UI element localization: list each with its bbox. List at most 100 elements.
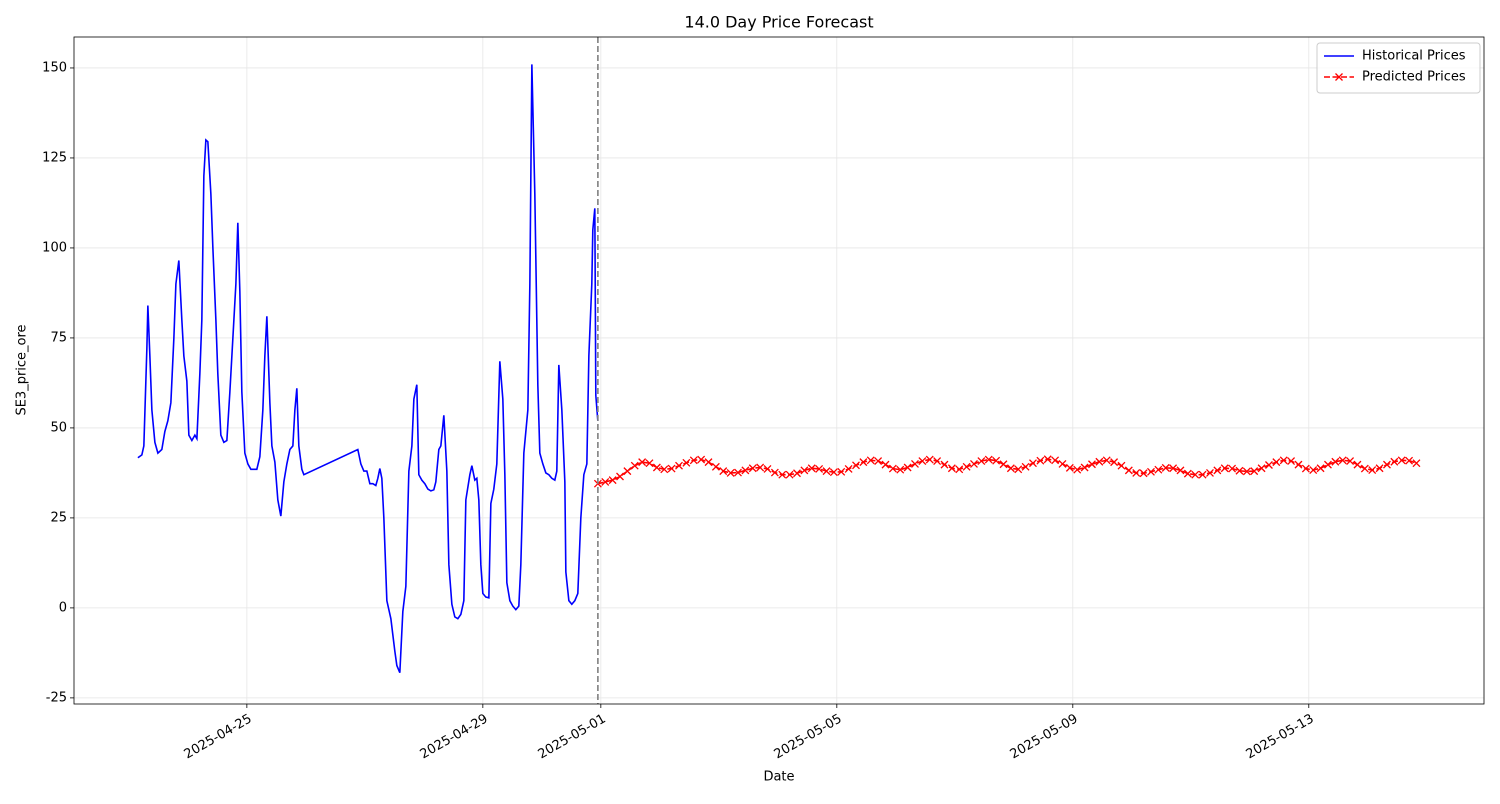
y-tick-label: 0 bbox=[59, 600, 67, 615]
point-marker bbox=[911, 459, 919, 468]
point-marker bbox=[1095, 457, 1104, 466]
point-marker bbox=[1161, 463, 1170, 472]
point-marker bbox=[984, 455, 993, 464]
point-marker bbox=[844, 464, 853, 473]
point-marker bbox=[1132, 468, 1141, 477]
point-marker bbox=[667, 464, 676, 473]
point-marker bbox=[1088, 460, 1096, 469]
point-marker bbox=[608, 476, 617, 485]
point-marker bbox=[1382, 460, 1391, 469]
point-marker bbox=[1014, 465, 1023, 474]
point-marker bbox=[1147, 467, 1155, 476]
point-marker bbox=[1154, 465, 1163, 474]
point-marker bbox=[1390, 457, 1399, 466]
legend-marker bbox=[1335, 73, 1343, 81]
point-marker bbox=[763, 464, 772, 473]
point-marker bbox=[1375, 464, 1384, 473]
point-marker bbox=[1006, 464, 1015, 473]
point-marker bbox=[623, 467, 632, 476]
point-marker bbox=[999, 460, 1008, 469]
point-marker bbox=[881, 460, 890, 469]
point-marker bbox=[1360, 464, 1369, 473]
point-marker bbox=[1110, 458, 1119, 467]
point-marker bbox=[1265, 461, 1273, 469]
y-tick-label: 25 bbox=[50, 510, 67, 525]
point-marker bbox=[793, 469, 801, 478]
point-marker bbox=[1102, 456, 1111, 465]
y-tick-label: 125 bbox=[42, 150, 67, 165]
series-line bbox=[137, 64, 599, 673]
point-marker bbox=[903, 463, 912, 472]
point-marker bbox=[734, 468, 742, 477]
point-marker bbox=[697, 455, 706, 464]
point-marker bbox=[1272, 458, 1281, 467]
point-marker bbox=[1412, 459, 1421, 468]
point-marker bbox=[785, 470, 794, 479]
point-marker bbox=[1294, 460, 1303, 469]
point-marker bbox=[1169, 464, 1178, 473]
point-marker bbox=[1242, 467, 1251, 476]
point-marker bbox=[675, 461, 683, 470]
y-tick-label: 50 bbox=[50, 420, 67, 435]
point-marker bbox=[741, 466, 750, 475]
point-marker bbox=[874, 457, 883, 465]
point-marker bbox=[1368, 466, 1377, 474]
point-marker bbox=[645, 459, 654, 468]
point-marker bbox=[947, 464, 956, 473]
y-tick-label: 100 bbox=[42, 240, 67, 255]
point-marker bbox=[1206, 468, 1214, 477]
point-marker bbox=[1021, 462, 1030, 471]
point-marker bbox=[1338, 456, 1347, 465]
axes-frame bbox=[73, 36, 1485, 705]
point-marker bbox=[933, 457, 942, 465]
point-marker bbox=[660, 465, 669, 474]
y-tick-label: 75 bbox=[50, 330, 67, 345]
point-marker bbox=[1257, 464, 1266, 473]
point-marker bbox=[748, 464, 757, 473]
point-marker bbox=[866, 456, 875, 465]
point-marker bbox=[1353, 460, 1362, 469]
point-marker bbox=[1029, 459, 1037, 468]
point-marker bbox=[1287, 457, 1296, 465]
point-marker bbox=[992, 456, 1001, 465]
point-marker bbox=[1309, 466, 1318, 474]
series-line bbox=[597, 458, 1417, 485]
plot-area bbox=[137, 37, 1421, 704]
point-marker bbox=[852, 461, 860, 470]
point-marker bbox=[815, 464, 824, 473]
point-marker bbox=[829, 468, 838, 477]
point-marker bbox=[1235, 466, 1244, 475]
point-marker bbox=[1198, 470, 1207, 479]
point-marker bbox=[1213, 466, 1222, 475]
point-marker bbox=[726, 468, 735, 477]
point-marker bbox=[1080, 463, 1089, 472]
point-marker bbox=[711, 462, 720, 471]
point-marker bbox=[1220, 464, 1229, 473]
point-marker bbox=[896, 465, 905, 474]
point-marker bbox=[1331, 457, 1340, 466]
point-marker bbox=[925, 455, 934, 464]
point-marker bbox=[962, 462, 971, 471]
point-marker bbox=[955, 465, 964, 474]
y-tick-label: -25 bbox=[46, 690, 67, 705]
point-marker bbox=[704, 458, 713, 467]
point-marker bbox=[977, 457, 986, 465]
point-marker bbox=[1191, 470, 1200, 479]
point-marker bbox=[1058, 459, 1067, 468]
point-marker bbox=[1176, 466, 1185, 475]
point-marker bbox=[630, 461, 639, 470]
point-marker bbox=[682, 458, 691, 467]
point-marker bbox=[1117, 461, 1126, 470]
y-tick-label: 150 bbox=[42, 60, 67, 75]
point-marker bbox=[800, 466, 809, 475]
point-marker bbox=[1065, 463, 1074, 472]
x-axis-label: Date bbox=[763, 770, 794, 785]
point-marker bbox=[689, 456, 698, 465]
point-marker bbox=[1139, 469, 1148, 478]
point-marker bbox=[970, 459, 978, 468]
point-marker bbox=[1073, 465, 1082, 474]
point-marker bbox=[1346, 457, 1355, 465]
point-marker bbox=[940, 460, 949, 469]
point-marker bbox=[822, 467, 831, 476]
legend-label: Predicted Prices bbox=[1362, 70, 1466, 85]
